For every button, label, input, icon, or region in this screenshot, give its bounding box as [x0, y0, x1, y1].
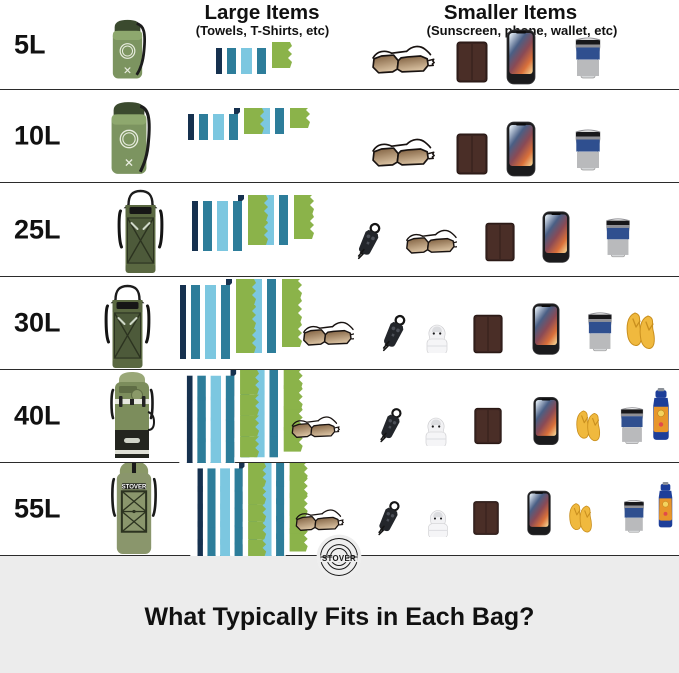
- svg-text:STOVER: STOVER: [322, 554, 356, 563]
